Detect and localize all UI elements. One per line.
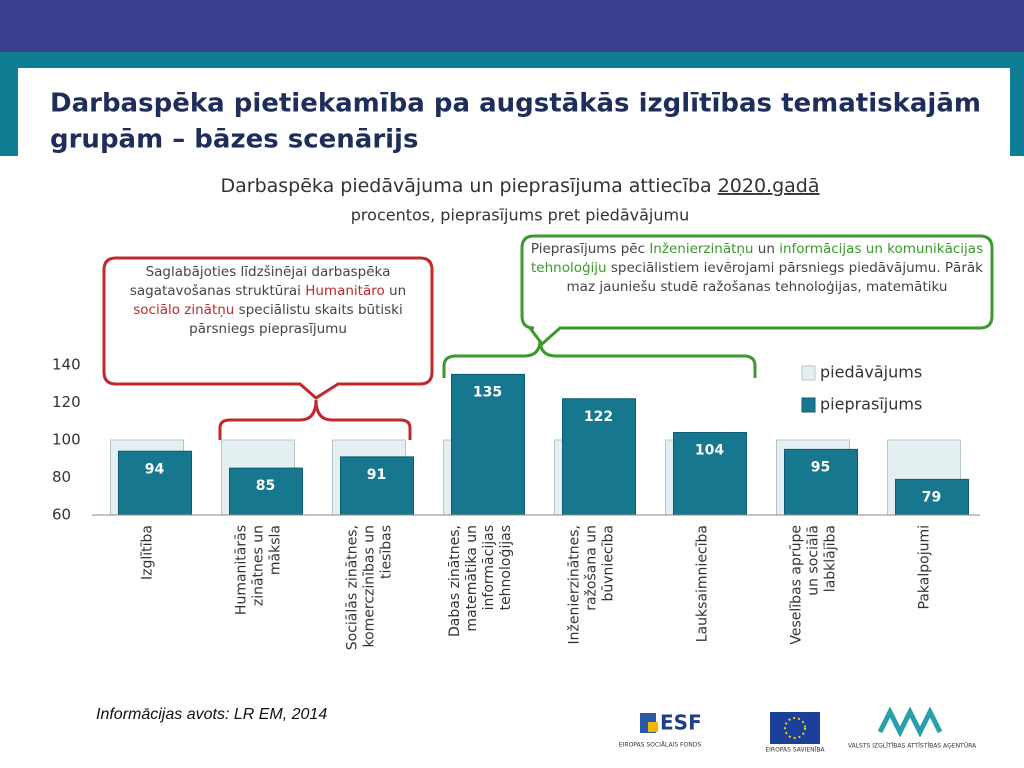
callout-text: Pieprasījums pēc Inženierzinātņu un info… [528,240,986,297]
callout-part: sociālo zinātņu [133,302,235,318]
callout-part: speciālistu skaits būtiski pārsniegs pie… [189,302,408,337]
subtitle: Darbaspēka piedāvājuma un pieprasījuma a… [220,175,819,197]
callout-part: un [753,241,780,257]
legend-swatch [801,365,816,381]
x-tick-label: Izglītība [139,525,155,580]
x-tick-label: Lauksaimniecība [694,525,710,643]
legend-swatch [801,397,816,413]
data-label: 122 [584,409,613,425]
callout-part: Pieprasījums pēc [530,241,650,257]
bracket [218,399,412,440]
eu-flag [770,712,820,744]
callout-part: Saglabājoties līdzšinējai darbaspēka sag… [129,264,395,299]
logo-caption: VALSTS IZGLĪTĪBAS ATTĪSTĪBAS AĢENTŪRA [848,743,977,750]
subtitle-part: Darbaspēka piedāvājuma un pieprasījuma a… [220,175,711,197]
source: Informācijas avots: LR EM, 2014 [96,706,328,723]
x-tick-label: Sociālās zinātnes, komerczinības un ties… [344,525,394,651]
callout-box [102,256,434,400]
data-label: 135 [473,384,502,400]
y-tick-label: 100 [52,431,81,449]
bar [229,467,303,516]
x-tick-label: Humanitārās zinātnes un māksla [233,525,283,616]
logo-caption: EIROPAS SOCIĀLAIS FONDS [619,742,701,749]
bar [673,432,747,516]
data-label: 79 [922,489,941,505]
legend-label: pieprasījums [820,395,922,414]
y-tick-label: 140 [52,356,81,374]
title-line: Darbaspēka pietiekamība pa augstākās izg… [50,89,981,119]
callout-part: Humanitāro [305,283,385,299]
data-label: 91 [367,467,386,483]
y-tick-label: 80 [52,468,71,486]
legend-label: piedāvājums [820,363,922,382]
x-tick-label: Inženierzinātnes, ražošana un būvniecība [566,525,616,645]
eu-stars [784,717,806,739]
callout-part: Inženierzinātņu [649,241,754,257]
callout-part: informācijas un komunikācijas tehnoloģij… [531,241,988,276]
callout-part: un [384,283,411,299]
callout-box [520,234,994,347]
top-band [0,0,1024,52]
data-label: 95 [811,459,830,475]
x-tick-label: Veselības aprūpe un sociālā labklājība [788,525,838,645]
bar [562,398,636,516]
bracket [442,339,757,378]
bar [895,478,969,516]
x-tick-label: Dabas zinātnes, matemātika un informācij… [446,525,514,637]
viaa-logo [877,706,943,738]
data-label: 94 [145,461,165,477]
bar [451,373,525,516]
bar [340,456,414,516]
logo-caption: EIROPAS SAVIENĪBA [765,747,825,754]
y-tick-label: 60 [52,506,71,524]
esf-logo: ESF [660,711,702,735]
bar [784,448,858,516]
title-line: grupām – bāzes scenārijs [50,125,418,155]
data-label: 104 [695,443,724,459]
y-tick-label: 120 [52,393,81,411]
subtitle2: procentos, pieprasījums pret piedāvājumu [351,206,689,225]
callout-part: speciālistiem ievērojami pārsniegs piedā… [566,260,988,295]
x-tick-label: Pakalpojumi [916,525,932,610]
data-label: 85 [256,478,275,494]
esf-logo-mark [648,722,658,732]
subtitle-part: 2020.gadā [718,175,820,197]
callout-text: Saglabājoties līdzšinējai darbaspēka sag… [110,263,426,339]
bar [118,450,192,516]
